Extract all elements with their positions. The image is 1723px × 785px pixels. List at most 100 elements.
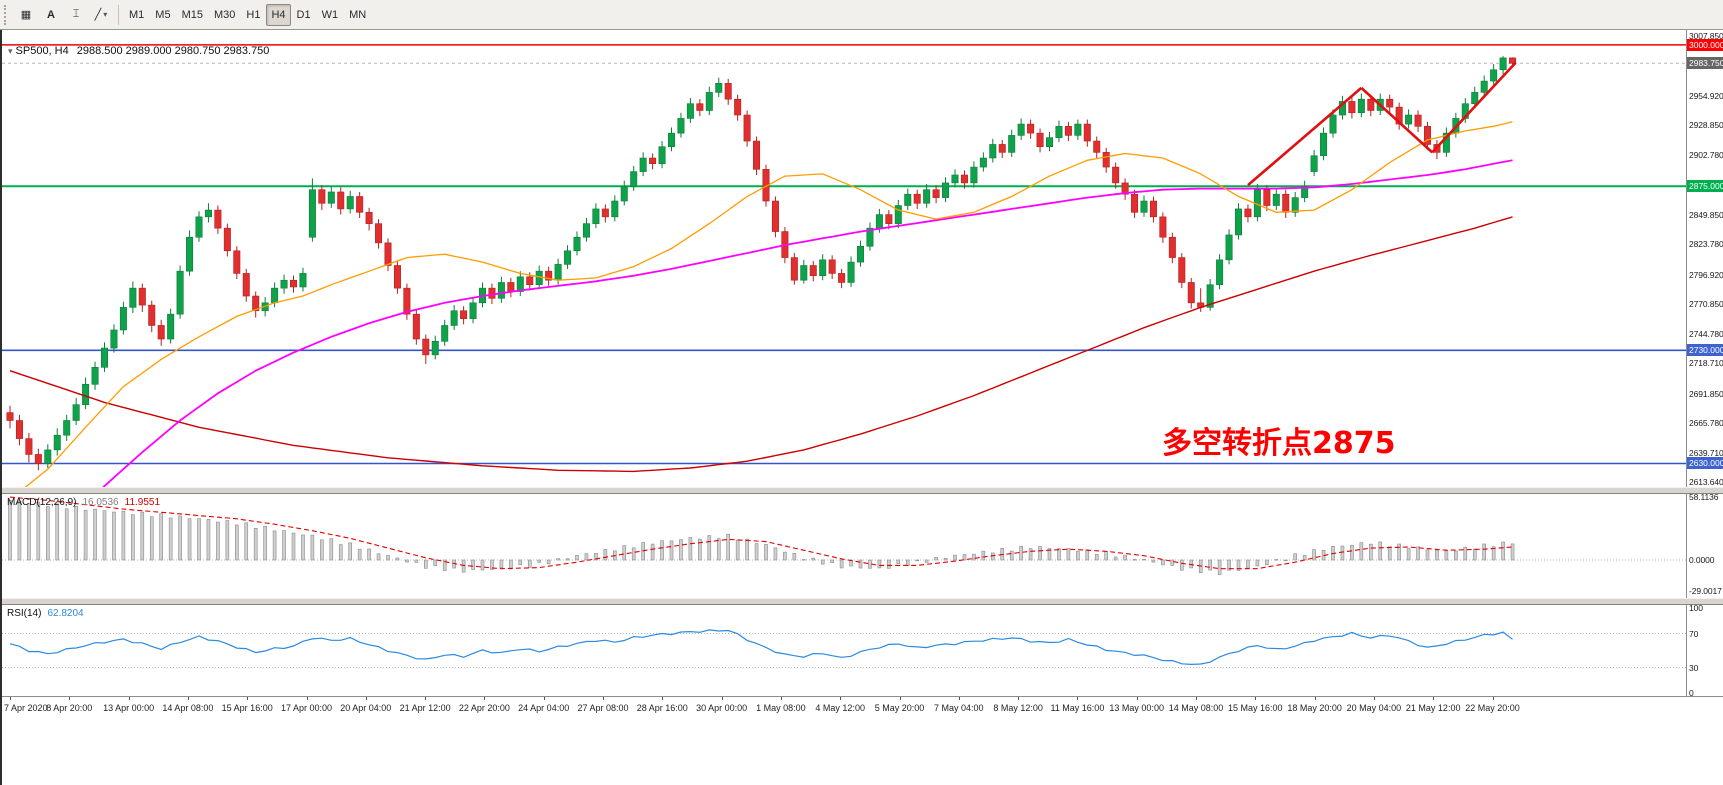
time-axis-tick	[128, 697, 130, 700]
text-label-tool[interactable]: A	[39, 4, 63, 26]
time-axis-label: 11 May 16:00	[1050, 703, 1105, 713]
time-axis-tick	[1136, 697, 1138, 700]
price-axis-label: 2770.850	[1689, 299, 1723, 310]
time-axis-label: 7 Apr 2020	[4, 703, 48, 713]
timeframe-button-M1[interactable]: M1	[124, 4, 149, 26]
price-axis-label: 2902.780	[1689, 149, 1723, 160]
time-axis-tick	[306, 697, 308, 700]
time-axis-tick	[1373, 697, 1375, 700]
time-axis-tick	[247, 697, 249, 700]
time-axis-label: 20 Apr 04:00	[340, 703, 392, 713]
macd-axis[interactable]: 58.1136 0.0000 -29.0017	[1686, 494, 1723, 598]
price-axis-label: 2849.850	[1689, 209, 1723, 220]
macd-axis-label: -29.0017	[1689, 586, 1722, 597]
macd-axis-label: 58.1136	[1689, 494, 1719, 502]
rsi-panel[interactable]: RSI(14) 62.8204 100 70 30 0	[2, 605, 1723, 696]
time-axis[interactable]: 7 Apr 2020 8 Apr 20:00 13 Apr 00:00 14 Apr …	[2, 696, 1723, 719]
bottom-filler	[2, 718, 1723, 785]
time-axis-label: 1 May 08:00	[756, 703, 806, 713]
macd-main-value: 16.0536	[82, 497, 119, 508]
rsi-axis[interactable]: 100 70 30 0	[1686, 605, 1723, 696]
time-axis-tick	[899, 697, 901, 700]
rsi-name: RSI(14)	[7, 608, 42, 619]
chart-title-icon: ▾	[8, 46, 13, 56]
timeframes-group: M1 M5 M15 M30 H1 H4 D1 W1 MN	[124, 3, 371, 26]
time-axis-label: 18 May 20:00	[1287, 703, 1342, 713]
macd-name: MACD(12,26,9)	[7, 497, 77, 508]
time-axis-label: 21 May 12:00	[1405, 703, 1461, 713]
price-axis[interactable]: 3007.850 2954.920 2928.850 2902.780 2849.850…	[1686, 30, 1723, 487]
time-axis-tick	[1492, 697, 1494, 700]
candlestick-chart-canvas[interactable]	[2, 30, 1686, 487]
time-axis-tick	[721, 697, 723, 700]
dropdown-arrow-icon: ▾	[103, 10, 108, 19]
time-axis-tick	[1018, 697, 1020, 700]
timeframe-button-M5[interactable]: M5	[150, 4, 175, 26]
rsi-value: 62.8204	[47, 608, 84, 619]
drawing-tools-group: ▦ A ⌶ ╱ ▾	[14, 4, 113, 26]
time-axis-label: 15 Apr 16:00	[221, 703, 273, 713]
time-axis-label: 14 May 08:00	[1168, 703, 1224, 713]
timeframe-button-H4[interactable]: H4	[266, 3, 291, 26]
panel-splitter[interactable]	[2, 487, 1723, 494]
time-axis-tick	[10, 697, 11, 700]
macd-panel[interactable]: MACD(12,26,9) 16.0536 11.9551 58.1136 0.000…	[2, 494, 1723, 598]
price-axis-label: 2639.710	[1689, 447, 1723, 458]
time-axis-tick	[958, 697, 960, 700]
timeframe-button-W1[interactable]: W1	[317, 4, 344, 26]
chart-annotation-text[interactable]: 多空转折点2875	[1162, 426, 1396, 461]
cursor-tool[interactable]: ⌶	[64, 4, 88, 26]
chart-symbol-timeframe: SP500, H4	[15, 45, 69, 57]
time-axis-label: 8 May 12:00	[993, 703, 1043, 713]
time-axis-label: 24 Apr 04:00	[518, 703, 570, 713]
chart-ohlc-values: 2988.500 2989.000 2980.750 2983.750	[76, 45, 270, 57]
time-axis-label: 21 Apr 12:00	[399, 703, 451, 713]
rsi-axis-label: 100	[1689, 605, 1703, 613]
timeframe-button-H1[interactable]: H1	[241, 4, 265, 26]
price-axis-label: 2718.710	[1689, 358, 1723, 369]
rsi-canvas[interactable]	[2, 605, 1686, 696]
time-axis-label: 27 Apr 08:00	[577, 703, 629, 713]
main-chart-panel[interactable]: ▾ SP500, H4 2988.500 2989.000 2980.750 298…	[2, 30, 1723, 487]
macd-canvas[interactable]	[2, 494, 1686, 598]
rsi-axis-label: 70	[1689, 628, 1699, 639]
price-axis-label: 2823.780	[1689, 239, 1723, 250]
timeframe-button-M30[interactable]: M30	[209, 4, 240, 26]
price-level-badge: 2630.000	[1687, 457, 1723, 470]
time-axis-tick	[69, 697, 71, 700]
time-axis-tick	[1196, 697, 1197, 700]
toolbar-grip[interactable]	[4, 4, 9, 25]
draw-line-tool[interactable]: ╱ ▾	[89, 4, 113, 26]
time-axis-label: 15 May 16:00	[1228, 703, 1283, 713]
time-axis-label: 14 Apr 08:00	[162, 703, 214, 713]
chart-panels: ▾ SP500, H4 2988.500 2989.000 2980.750 298…	[0, 30, 1723, 785]
time-axis-tick	[1255, 697, 1257, 700]
time-axis-label: 7 May 04:00	[934, 703, 984, 713]
macd-signal-value: 11.9551	[124, 497, 161, 508]
price-axis-label: 2691.850	[1689, 388, 1723, 399]
rsi-axis-label: 30	[1689, 662, 1699, 673]
current-price-badge: 2983.750	[1687, 57, 1723, 70]
time-axis-label: 28 Apr 16:00	[636, 703, 688, 713]
macd-label: MACD(12,26,9) 16.0536 11.9551	[7, 497, 166, 508]
time-axis-label: 5 May 20:00	[874, 703, 925, 713]
price-axis-label: 3007.850	[1689, 31, 1723, 41]
timeframe-button-M15[interactable]: M15	[177, 4, 208, 26]
timeframe-button-MN[interactable]: MN	[344, 4, 371, 26]
time-axis-label: 13 Apr 00:00	[103, 703, 155, 713]
price-axis-label: 2613.640	[1689, 477, 1723, 487]
price-axis-label: 2954.920	[1689, 90, 1723, 101]
toolbar: ▦ A ⌶ ╱ ▾ M1 M5 M15 M30 H1 H4 D1 W1 MN	[0, 0, 1723, 30]
panel-splitter[interactable]	[2, 598, 1723, 605]
timeframe-button-D1[interactable]: D1	[292, 4, 316, 26]
chart-grid-tool[interactable]: ▦	[14, 4, 38, 26]
time-axis-label: 17 Apr 00:00	[280, 703, 333, 713]
rsi-axis-label: 0	[1689, 688, 1694, 696]
time-axis-tick	[840, 697, 842, 700]
toolbar-separator	[118, 4, 119, 25]
time-axis-tick	[484, 697, 486, 700]
macd-axis-label: 0.0000	[1689, 555, 1715, 565]
rsi-label: RSI(14) 62.8204	[7, 608, 90, 619]
price-axis-label: 2665.780	[1689, 418, 1723, 428]
